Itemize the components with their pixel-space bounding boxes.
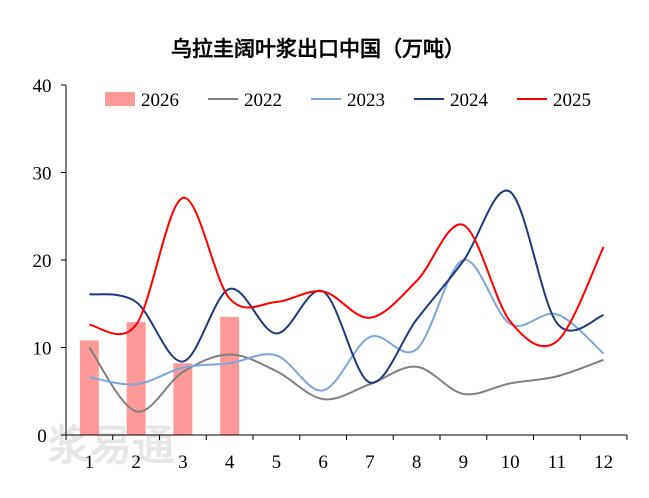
x-tick-label: 7	[365, 452, 375, 473]
x-tick-label: 12	[594, 452, 613, 473]
legend-label-2024: 2024	[450, 90, 489, 111]
y-tick-label: 30	[33, 164, 52, 185]
bar-series	[79, 316, 240, 435]
legend-swatch-2026	[105, 92, 135, 106]
line-series	[88, 189, 605, 413]
watermark: 浆易通	[48, 421, 174, 470]
bar-2026-1	[79, 340, 99, 435]
x-tick-label: 10	[501, 452, 520, 473]
bar-2026-4	[220, 316, 240, 435]
bar-2026-3	[173, 363, 193, 435]
series-line-2023	[89, 258, 605, 392]
y-tick-label: 0	[37, 426, 47, 447]
legend-label-2026: 2026	[141, 90, 179, 111]
x-tick-label: 11	[548, 452, 566, 473]
y-tick-label: 20	[33, 251, 52, 272]
y-tick-label: 40	[33, 76, 52, 97]
legend-label-2025: 2025	[553, 90, 591, 111]
x-tick-label: 1	[85, 452, 95, 473]
watermark-text: 浆易通	[48, 421, 174, 470]
x-tick-label: 5	[272, 452, 282, 473]
series-line-2022	[88, 346, 604, 413]
legend-label-2022: 2022	[244, 90, 282, 111]
x-tick-label: 4	[225, 452, 235, 473]
series-line-2025	[89, 196, 605, 348]
legend: 2026 2022 2023 2024 2025	[105, 90, 591, 111]
chart-title: 乌拉圭阔叶浆出口中国（万吨）	[171, 37, 465, 61]
y-tick-label: 10	[33, 339, 52, 360]
x-tick-label: 8	[412, 452, 422, 473]
x-tick-label: 3	[178, 452, 188, 473]
x-tick-label: 9	[459, 452, 469, 473]
bar-2026-2	[126, 322, 146, 435]
x-tick-label: 2	[131, 452, 141, 473]
legend-label-2023: 2023	[347, 90, 385, 111]
x-tick-label: 6	[318, 452, 328, 473]
series-line-2024	[89, 189, 604, 384]
